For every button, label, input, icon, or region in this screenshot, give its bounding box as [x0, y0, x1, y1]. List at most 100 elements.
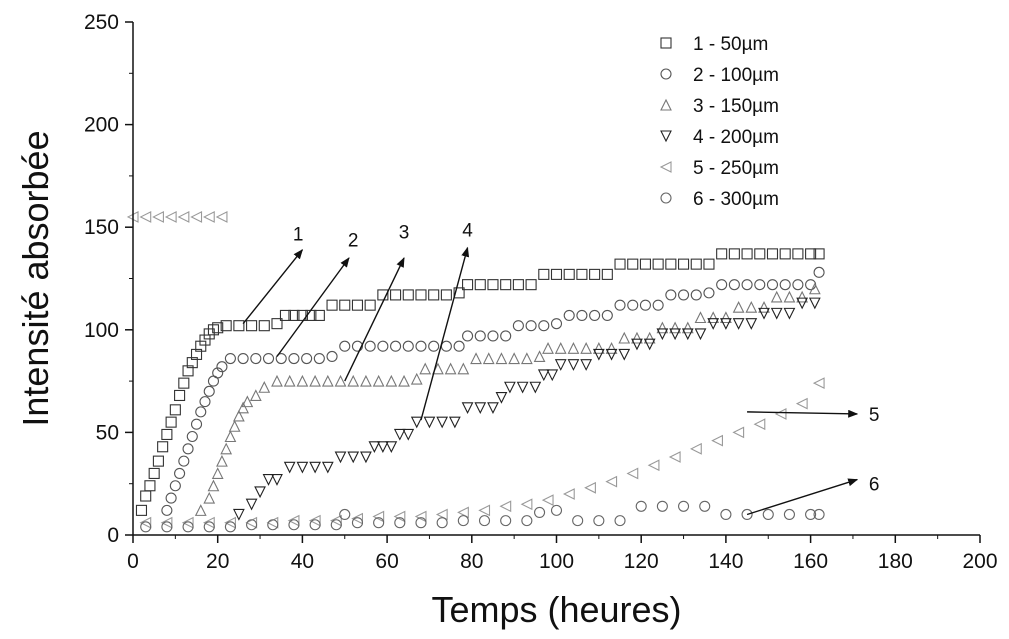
- data-point: [813, 266, 825, 278]
- data-point: [487, 330, 499, 342]
- data-point: [254, 486, 266, 499]
- data-point: [783, 307, 796, 320]
- legend-label: 5 - 250µm: [693, 158, 779, 179]
- data-point: [500, 279, 512, 291]
- data-point: [347, 374, 360, 387]
- data-point: [796, 297, 809, 310]
- data-point: [707, 311, 720, 324]
- data-point: [262, 352, 275, 365]
- data-point: [728, 248, 740, 260]
- data-point: [677, 258, 690, 270]
- y-axis-title: Intensité absorbée: [15, 130, 56, 426]
- data-point: [436, 517, 448, 529]
- data-point: [656, 321, 669, 334]
- data-point: [224, 516, 236, 529]
- data-point: [402, 340, 414, 352]
- data-point: [216, 454, 228, 467]
- data-point: [690, 289, 702, 301]
- data-point: [554, 342, 567, 354]
- data-point: [589, 268, 601, 280]
- data-point: [474, 402, 487, 415]
- plot-area: [126, 211, 825, 533]
- series-3: [194, 282, 821, 516]
- data-point: [398, 374, 410, 387]
- data-point: [639, 299, 651, 311]
- annotation-label: 6: [869, 475, 880, 496]
- data-point: [605, 342, 618, 354]
- legend-label: 2 - 100µm: [693, 65, 779, 86]
- legend-marker: [660, 192, 672, 204]
- data-point: [457, 515, 469, 527]
- data-point: [537, 369, 550, 382]
- series-5: [126, 211, 825, 529]
- data-point: [716, 248, 728, 260]
- data-point: [165, 492, 177, 504]
- data-point: [520, 352, 533, 365]
- data-point: [538, 320, 550, 332]
- data-point: [444, 362, 457, 375]
- data-point: [135, 504, 148, 516]
- data-point: [457, 362, 470, 375]
- data-point: [690, 442, 702, 455]
- data-point: [805, 248, 817, 260]
- data-point: [309, 519, 321, 531]
- data-point: [203, 521, 215, 533]
- data-point: [681, 321, 694, 334]
- data-point: [419, 362, 432, 375]
- data-point: [792, 248, 804, 260]
- legend-label: 6 - 300µm: [693, 189, 779, 210]
- data-point: [190, 348, 203, 360]
- data-point: [669, 321, 681, 334]
- data-point: [279, 309, 292, 321]
- data-point: [754, 279, 766, 291]
- x-tick-label: 100: [539, 550, 574, 573]
- data-point: [288, 352, 300, 365]
- data-point: [330, 519, 342, 531]
- data-point: [144, 480, 156, 492]
- data-point: [618, 348, 631, 361]
- annotation-label: 1: [293, 224, 304, 245]
- data-point: [500, 515, 512, 527]
- data-point: [563, 309, 575, 321]
- x-tick-label: 0: [127, 550, 139, 573]
- data-point: [393, 510, 406, 523]
- data-point: [415, 340, 427, 352]
- data-point: [487, 279, 499, 291]
- data-point: [643, 338, 656, 351]
- data-point: [301, 352, 313, 365]
- data-point: [534, 506, 546, 518]
- data-point: [453, 287, 465, 299]
- data-point: [215, 211, 228, 223]
- data-point: [402, 428, 415, 441]
- data-point: [402, 289, 414, 301]
- x-axis: 0 20 40 60 80 100 120 140 160 180 200: [127, 534, 998, 573]
- data-point: [228, 420, 241, 432]
- data-point: [258, 381, 271, 393]
- data-point: [169, 404, 181, 416]
- data-point: [762, 508, 774, 521]
- data-point: [296, 461, 309, 474]
- data-point: [470, 352, 482, 365]
- legend-marker: [660, 68, 672, 80]
- x-tick-label: 180: [878, 550, 913, 573]
- data-point: [554, 359, 567, 371]
- data-point: [758, 300, 770, 313]
- data-point: [207, 479, 220, 492]
- data-point: [313, 309, 325, 321]
- data-point: [296, 374, 309, 387]
- data-point: [266, 516, 279, 529]
- x-tick-label: 20: [206, 550, 229, 573]
- data-point: [410, 372, 423, 385]
- data-point: [500, 330, 512, 342]
- data-point: [495, 352, 508, 365]
- data-point: [711, 434, 723, 447]
- data-point: [703, 258, 715, 270]
- data-point: [614, 299, 626, 311]
- data-point: [592, 342, 605, 354]
- data-point: [529, 381, 542, 394]
- y-tick-label: 150: [84, 216, 119, 239]
- data-point: [373, 517, 385, 529]
- x-axis-title: Temps (heures): [431, 589, 681, 630]
- data-point: [461, 402, 474, 415]
- data-point: [182, 365, 194, 377]
